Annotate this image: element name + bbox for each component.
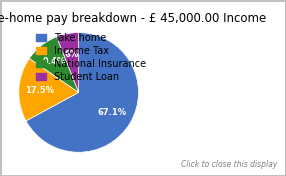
Text: 67.1%: 67.1%	[98, 108, 127, 117]
Legend: Take home, Income Tax, National Insurance, Student Loan: Take home, Income Tax, National Insuranc…	[33, 30, 149, 84]
Wedge shape	[57, 33, 79, 92]
Text: Annual take-home pay breakdown - £ 45,000.00 Income: Annual take-home pay breakdown - £ 45,00…	[0, 12, 266, 25]
Wedge shape	[19, 58, 79, 121]
Text: 9.4%: 9.4%	[43, 58, 66, 67]
Text: 6%: 6%	[64, 50, 78, 59]
Text: Click to close this display: Click to close this display	[181, 160, 277, 169]
Wedge shape	[26, 33, 138, 152]
Text: 17.5%: 17.5%	[25, 86, 54, 95]
Wedge shape	[29, 37, 79, 92]
